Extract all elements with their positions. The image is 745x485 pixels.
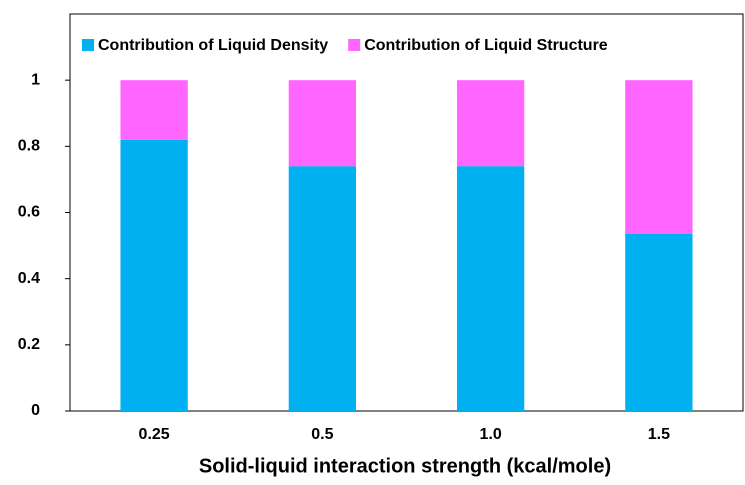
- legend-label: Contribution of Liquid Structure: [364, 37, 608, 54]
- legend-label: Contribution of Liquid Density: [98, 37, 328, 54]
- legend-swatch: [82, 39, 94, 51]
- y-tick-label: 0: [31, 402, 40, 419]
- x-tick-label: 0.25: [139, 426, 170, 443]
- bar-segment: [625, 234, 693, 411]
- bar-segment: [120, 80, 188, 140]
- x-axis-label: Solid-liquid interaction strength (kcal/…: [199, 455, 611, 477]
- y-tick-label: 0.6: [18, 204, 40, 221]
- legend-swatch: [348, 39, 361, 51]
- y-tick-label: 0.8: [18, 138, 40, 155]
- bar-segment: [120, 139, 188, 411]
- x-tick-label: 0.5: [311, 426, 333, 443]
- y-tick-label: 0.4: [18, 270, 40, 287]
- bar-segment: [288, 166, 357, 411]
- bar-segment: [456, 166, 525, 411]
- x-tick-label: 1.5: [648, 426, 670, 443]
- bar-segment: [625, 80, 693, 235]
- y-tick-label: 0.2: [18, 336, 40, 353]
- y-tick-label: 1: [31, 71, 40, 88]
- bar-segment: [456, 80, 525, 167]
- bar-segment: [288, 80, 357, 167]
- x-tick-label: 1.0: [480, 426, 502, 443]
